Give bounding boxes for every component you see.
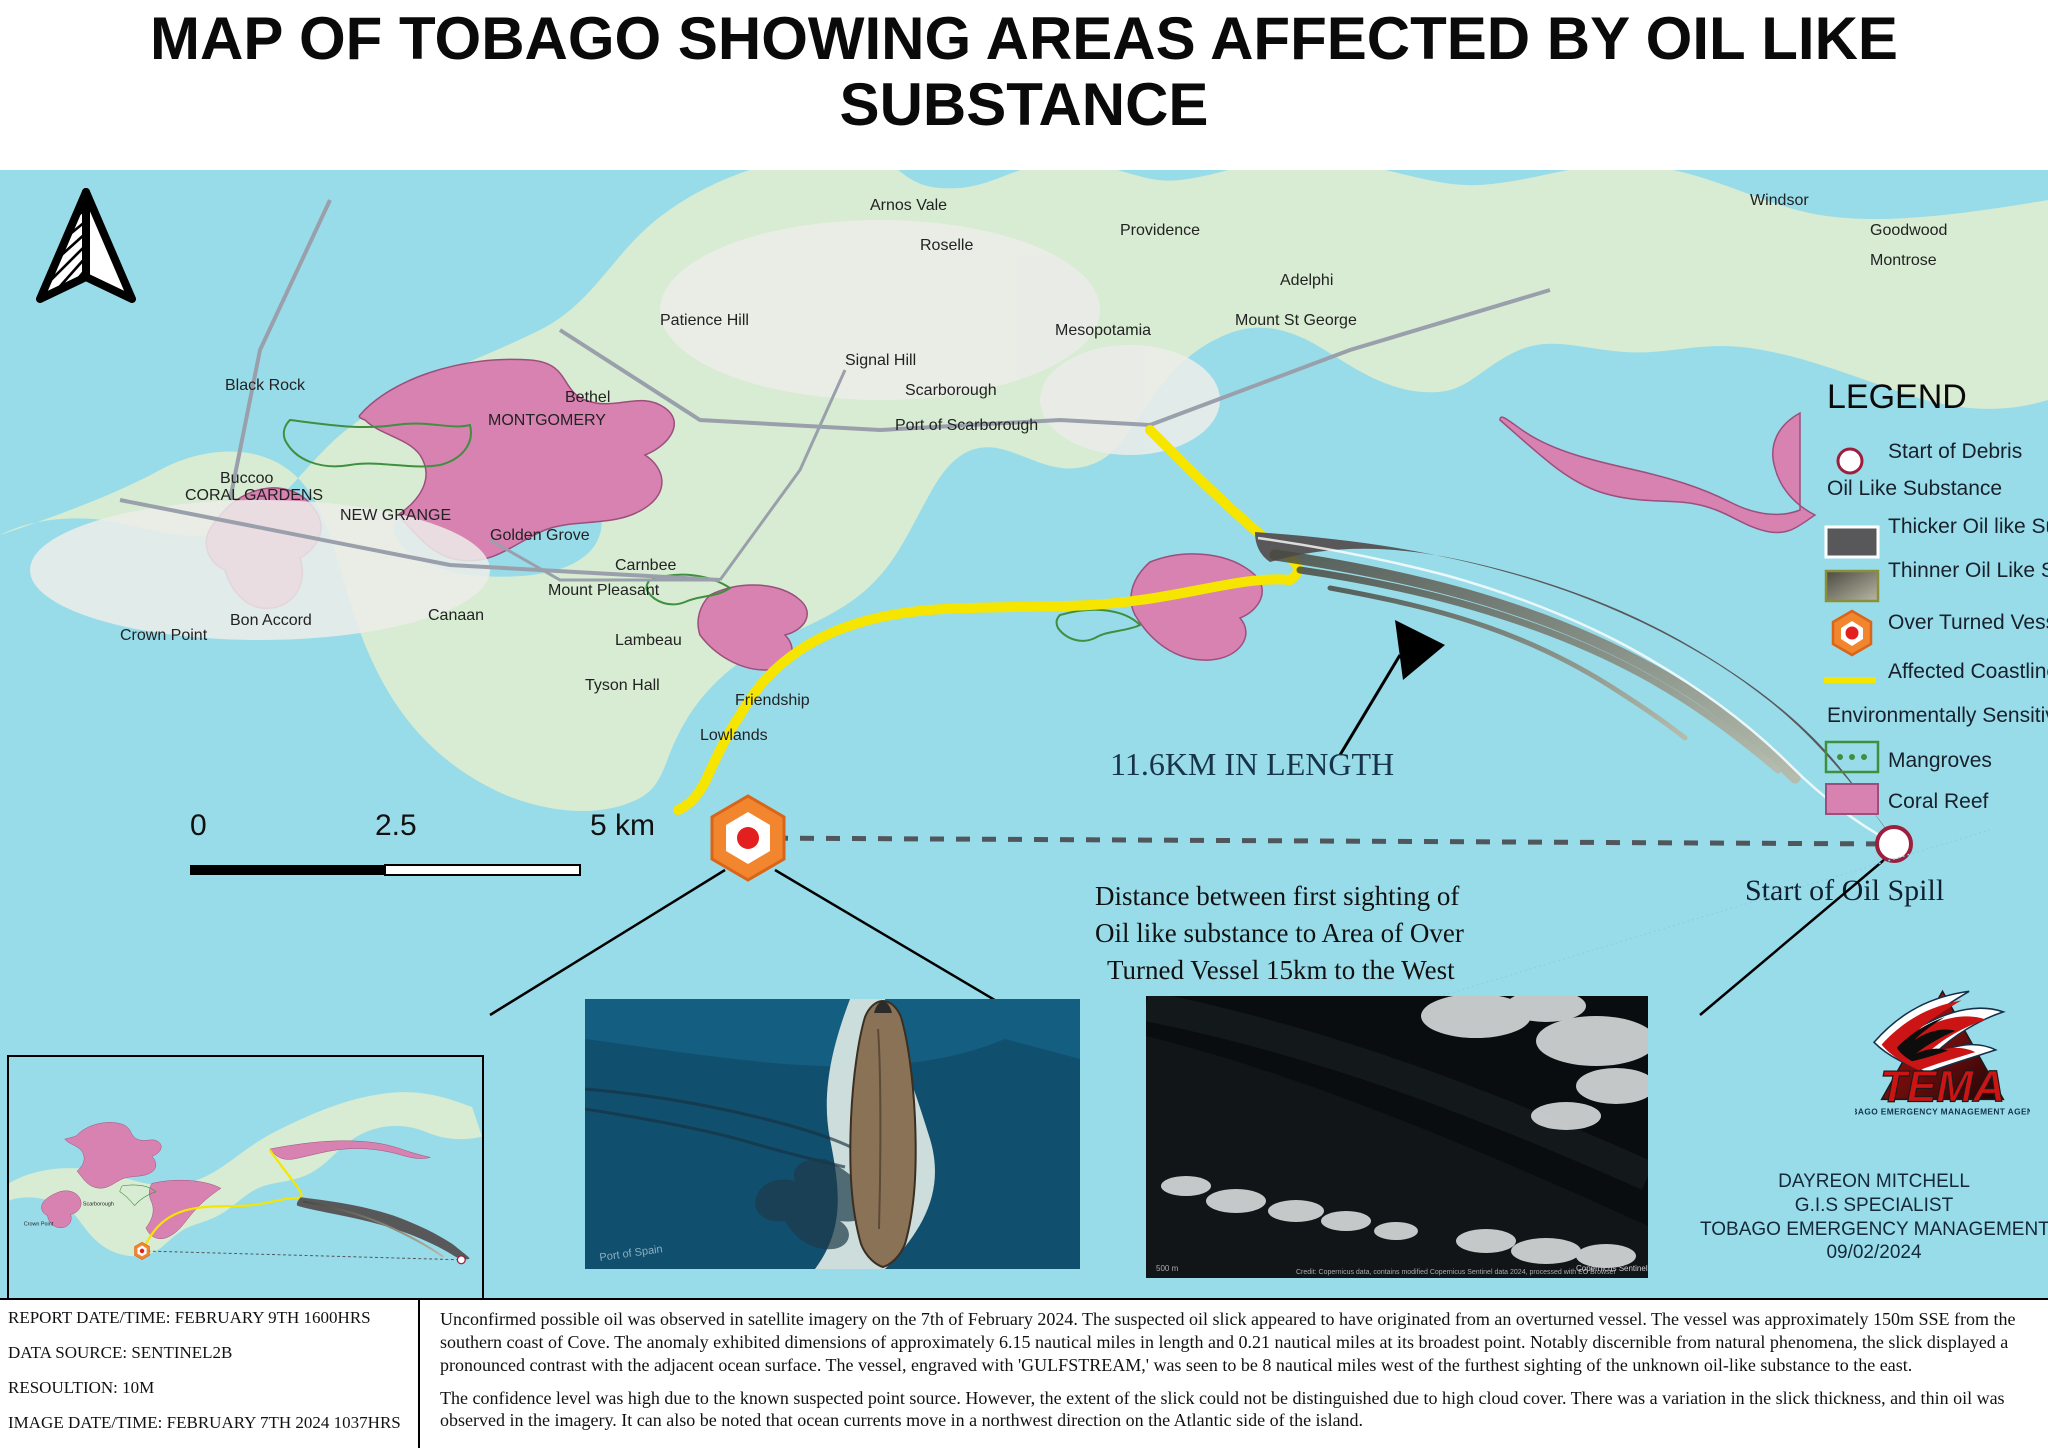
svg-text:Montrose: Montrose (1870, 252, 1937, 269)
svg-text:Mesopotamia: Mesopotamia (1055, 322, 1151, 339)
svg-text:Lowlands: Lowlands (700, 727, 768, 744)
svg-text:Distance between first sightin: Distance between first sighting of (1095, 881, 1459, 911)
svg-text:Goodwood: Goodwood (1870, 222, 1947, 239)
svg-text:11.6KM IN LENGTH: 11.6KM IN LENGTH (1110, 746, 1394, 782)
svg-text:Bethel: Bethel (565, 389, 610, 406)
svg-text:Canaan: Canaan (428, 607, 484, 624)
svg-text:TOBAGO EMERGENCY MANAGEMENT AG: TOBAGO EMERGENCY MANAGEMENT AGENCY (1855, 1107, 2030, 1117)
svg-text:CORAL GARDENS: CORAL GARDENS (185, 487, 323, 504)
svg-text:Windsor: Windsor (1750, 192, 1809, 209)
svg-text:5 km: 5 km (590, 809, 655, 842)
svg-text:Patience Hill: Patience Hill (660, 312, 749, 329)
svg-text:Turned Vessel 15km to the West: Turned Vessel 15km to the West (1107, 955, 1455, 985)
svg-text:Signal Hill: Signal Hill (845, 352, 916, 369)
svg-text:0: 0 (190, 809, 207, 842)
svg-text:Lambeau: Lambeau (615, 632, 682, 649)
svg-text:Providence: Providence (1120, 222, 1200, 239)
svg-text:Carnbee: Carnbee (615, 557, 676, 574)
svg-text:Oil like substance to Area of: Oil like substance to Area of Over (1095, 918, 1464, 948)
svg-text:Black Rock: Black Rock (225, 377, 306, 394)
svg-text:MONTGOMERY: MONTGOMERY (488, 412, 606, 429)
svg-text:Port of Scarborough: Port of Scarborough (895, 417, 1038, 434)
svg-text:Start of Oil Spill: Start of Oil Spill (1745, 874, 1944, 907)
svg-text:Mount St George: Mount St George (1235, 312, 1357, 329)
svg-text:Copernicus Sentinel: Copernicus Sentinel (1576, 1264, 1648, 1273)
svg-text:Roselle: Roselle (920, 237, 973, 254)
svg-text:Adelphi: Adelphi (1280, 272, 1333, 289)
svg-text:Buccoo: Buccoo (220, 470, 273, 487)
svg-text:Crown Point: Crown Point (24, 1221, 54, 1227)
svg-text:2.5: 2.5 (375, 809, 417, 842)
svg-text:Credit: Copernicus data, conta: Credit: Copernicus data, contains modifi… (1296, 1269, 1617, 1276)
svg-text:Crown Point: Crown Point (120, 627, 208, 644)
svg-text:Scarborough: Scarborough (905, 382, 997, 399)
svg-text:Golden Grove: Golden Grove (490, 527, 590, 544)
svg-text:500 m: 500 m (1156, 1264, 1179, 1273)
svg-text:TEMA: TEMA (1880, 1063, 2005, 1112)
svg-text:Mount Pleasant: Mount Pleasant (548, 582, 660, 599)
svg-text:Bon Accord: Bon Accord (230, 612, 312, 629)
svg-text:Scarborough: Scarborough (83, 1202, 114, 1208)
svg-text:NEW GRANGE: NEW GRANGE (340, 507, 451, 524)
svg-text:Arnos Vale: Arnos Vale (870, 197, 947, 214)
svg-text:Tyson Hall: Tyson Hall (585, 677, 660, 694)
svg-text:Friendship: Friendship (735, 692, 810, 709)
